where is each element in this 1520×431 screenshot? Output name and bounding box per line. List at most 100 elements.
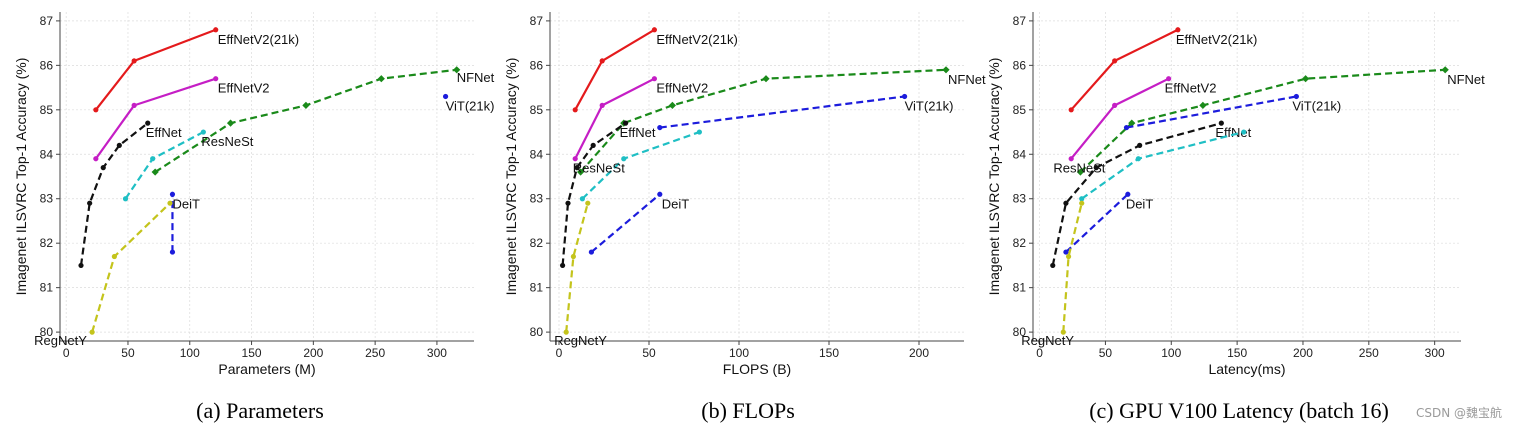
data-point-resnest (696, 129, 702, 135)
series-label-deit: DeiT (1126, 196, 1154, 211)
series-label-resnest: ResNeSt (573, 161, 625, 176)
data-point-deit (169, 191, 176, 197)
x-tick-label: 0 (556, 346, 563, 360)
series-line-effnet (1051, 122, 1222, 266)
x-tick-label: 250 (1359, 346, 1379, 360)
y-tick-label: 80 (530, 325, 544, 339)
series-deit: DeiT (1063, 191, 1154, 255)
series-effnet: EffNet (560, 120, 656, 269)
series-line-effnet (79, 122, 149, 266)
series-label-effnetv2: EffNetV2 (1165, 81, 1217, 96)
data-point-resnest (1241, 129, 1247, 135)
x-tick-label: 100 (729, 346, 749, 360)
chart-parameters: 0 50 100 150 200 250 300 80 81 82 83 84 85 86 87 Parame… (0, 0, 507, 431)
x-tick-label: 200 (303, 346, 323, 360)
data-point-regnety (1065, 253, 1072, 260)
data-point-resnest (1079, 196, 1085, 202)
data-point-regnety (167, 200, 173, 206)
x-tick-label: 150 (1227, 346, 1247, 360)
series-label-effnetv2: EffNetV2 (656, 81, 708, 96)
data-point-nfnet (942, 66, 950, 74)
y-tick-label: 81 (530, 281, 544, 295)
series-line-effnetv2 (574, 77, 655, 160)
data-point-effnetv2-21k (1112, 58, 1118, 64)
data-point-resnest (1135, 156, 1141, 162)
y-tick-label: 82 (40, 236, 54, 250)
data-point-regnety (111, 253, 117, 260)
y-tick-label: 84 (1013, 147, 1027, 161)
data-point-regnety (570, 253, 576, 260)
data-point-resnest (122, 196, 129, 202)
caption-parameters: (a) Parameters (196, 398, 324, 423)
x-axis-label: Parameters (M) (218, 361, 315, 377)
y-tick-label: 85 (1013, 103, 1027, 117)
data-point-nfnet (1441, 66, 1449, 74)
x-tick-label: 0 (63, 346, 70, 360)
data-point-effnet (78, 262, 84, 269)
series-label-vit-21k: ViT(21k) (905, 98, 954, 113)
data-point-regnety (585, 200, 591, 206)
chart-latency-plot: 0 50 100 150 200 250 300 80 81 82 83 84 85 86 87 Latenc… (986, 12, 1485, 377)
data-point-effnet (1093, 165, 1099, 171)
x-tick-label: 250 (365, 346, 385, 360)
data-point-effnet (565, 200, 571, 206)
series-nfnet: NFNet (151, 66, 495, 176)
y-tick-label: 82 (1013, 236, 1027, 250)
y-tick-label: 84 (40, 147, 54, 161)
data-point-nfnet (453, 66, 461, 74)
data-point-effnetv2 (131, 102, 137, 108)
series-label-effnetv2-21k: EffNetV2(21k) (218, 32, 299, 47)
data-point-vit-21k (1293, 93, 1299, 100)
series-line-effnetv2-21k (1070, 28, 1179, 111)
data-point-regnety (1060, 329, 1066, 335)
series-effnetv2-21k: EffNetV2(21k) (93, 27, 299, 113)
data-point-vit-21k (442, 93, 449, 100)
series-line-nfnet (154, 68, 457, 173)
data-point-nfnet (1076, 168, 1085, 176)
data-point-regnety (563, 329, 569, 335)
x-tick-label: 50 (642, 346, 656, 360)
data-point-nfnet (1302, 75, 1310, 83)
data-point-effnet (87, 200, 93, 206)
series-line-deit (1065, 193, 1129, 253)
series-line-resnest (1081, 130, 1244, 200)
data-point-effnetv2-21k (599, 58, 605, 64)
data-point-deit (1125, 191, 1131, 197)
x-tick-label: 150 (242, 346, 262, 360)
y-tick-label: 82 (530, 236, 544, 250)
x-tick-label: 0 (1036, 346, 1043, 360)
series-label-effnet: EffNet (620, 125, 656, 140)
chart-latency: 0 50 100 150 200 250 300 80 81 82 83 84 85 86 87 Latenc… (977, 0, 1485, 431)
data-point-regnety (1079, 200, 1085, 206)
data-point-effnetv2 (1112, 102, 1118, 108)
series-resnest: ResNeSt (122, 129, 254, 202)
x-axis-label: Latency(ms) (1208, 361, 1285, 377)
data-point-effnet (1063, 200, 1069, 206)
y-tick-label: 81 (40, 281, 54, 295)
series-vit-21k: ViT(21k) (442, 93, 495, 113)
y-tick-label: 87 (40, 14, 54, 28)
data-point-effnetv2-21k (1068, 107, 1074, 113)
y-tick-label: 86 (40, 58, 54, 72)
data-point-effnetv2 (93, 156, 99, 162)
data-point-nfnet (668, 101, 676, 109)
grid (60, 12, 474, 341)
data-point-effnetv2-21k (213, 27, 219, 33)
x-tick-label: 100 (1161, 346, 1181, 360)
data-point-effnetv2 (651, 76, 657, 82)
series-label-deit: DeiT (172, 196, 200, 211)
series-effnetv2: EffNetV2 (572, 76, 708, 162)
grid (550, 12, 964, 341)
series-label-resnest: ResNeSt (1053, 161, 1105, 176)
data-point-resnest (150, 156, 156, 162)
data-point-effnet (1218, 120, 1224, 126)
y-tick-label: 87 (1013, 14, 1027, 28)
data-point-deit (169, 249, 176, 255)
data-point-nfnet (1199, 101, 1207, 109)
series-regnety: RegNetY (34, 200, 173, 348)
data-point-effnetv2-21k (572, 107, 578, 113)
data-point-effnet (1050, 262, 1056, 269)
series-line-regnety (1062, 202, 1083, 333)
series-label-resnest: ResNeSt (201, 134, 253, 149)
series-label-vit-21k: ViT(21k) (446, 98, 495, 113)
